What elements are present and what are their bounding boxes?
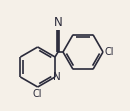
Text: N: N (53, 72, 60, 82)
Text: Cl: Cl (33, 89, 42, 99)
Text: Cl: Cl (105, 47, 114, 57)
Text: N: N (54, 16, 62, 29)
